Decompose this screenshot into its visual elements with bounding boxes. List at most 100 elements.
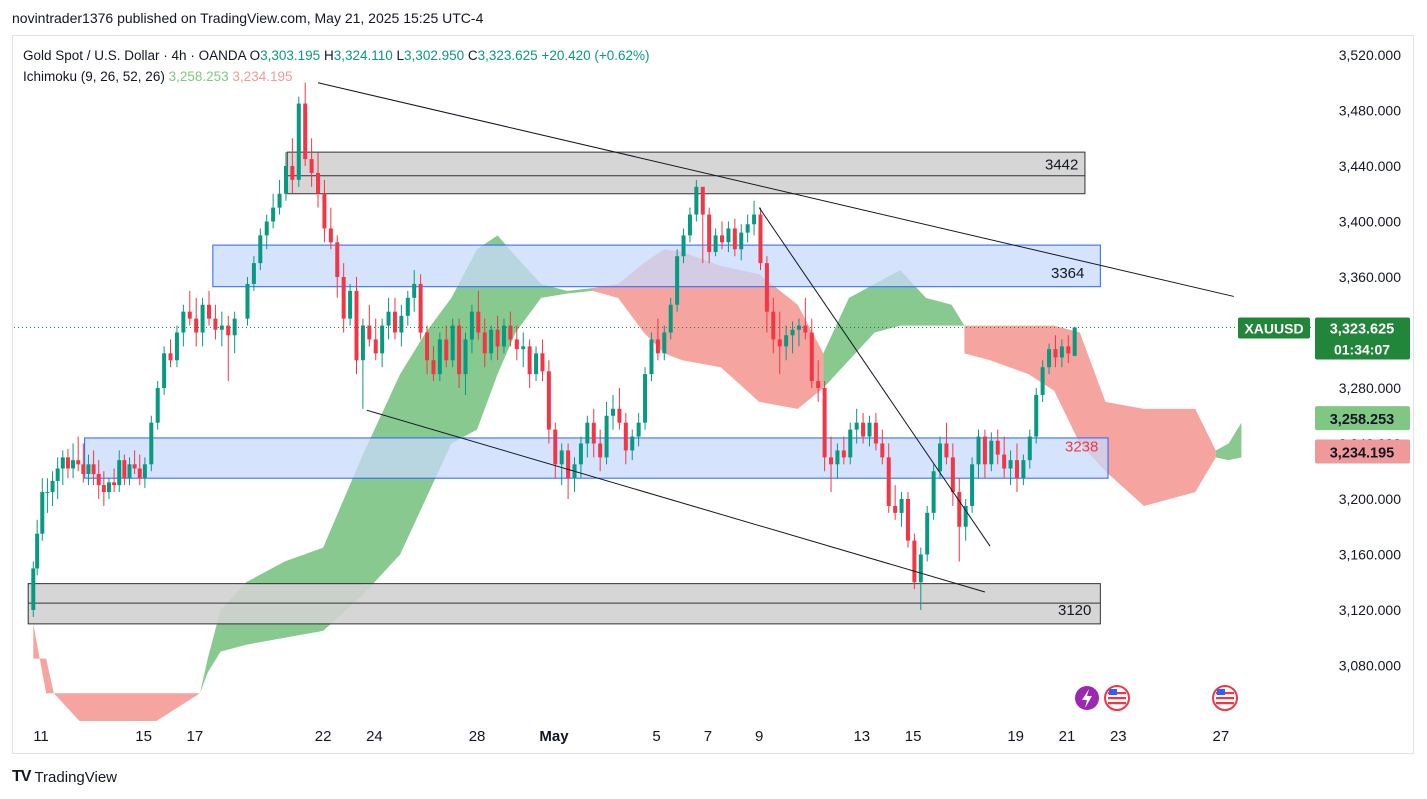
candle	[726, 221, 731, 253]
candle-body	[162, 353, 167, 388]
candle-body	[1047, 349, 1052, 368]
candle-body	[1008, 460, 1013, 469]
candle	[835, 443, 840, 479]
candle	[65, 449, 70, 479]
candle	[687, 207, 692, 243]
candle	[938, 436, 943, 479]
candle	[60, 450, 65, 486]
candle	[694, 179, 699, 222]
x-tick-label: 23	[1110, 728, 1127, 745]
zone-label-3120: 3120	[1058, 602, 1091, 619]
high-value: 3,324.110	[333, 48, 393, 63]
candle	[226, 315, 231, 382]
x-tick-label: 15	[135, 728, 152, 745]
candle-body	[559, 450, 564, 465]
candle-body	[101, 485, 106, 493]
indicator-row: Ichimoku (9, 26, 52, 26) 3,258.253 3,234…	[23, 66, 650, 87]
candle	[893, 485, 898, 520]
candle-body	[457, 325, 462, 375]
candle	[168, 339, 173, 368]
candle	[354, 277, 359, 375]
candle	[617, 388, 622, 430]
candle-body	[662, 332, 667, 354]
candle	[45, 478, 50, 513]
symbol-title[interactable]: Gold Spot / U.S. Dollar · 4h · OANDA	[23, 48, 246, 63]
candle-body	[681, 235, 686, 257]
candle	[931, 464, 936, 520]
candle	[187, 290, 192, 326]
candle	[546, 360, 551, 444]
indicator-title[interactable]: Ichimoku (9, 26, 52, 26)	[23, 69, 165, 84]
candle-body	[45, 492, 50, 494]
candle-body	[207, 304, 212, 319]
candle-body	[86, 464, 91, 475]
zone-3364	[212, 244, 1101, 288]
candle-body	[873, 422, 878, 444]
high-label: H	[323, 48, 334, 63]
us-flag-icon[interactable]	[1104, 685, 1130, 711]
candle	[559, 443, 564, 486]
lightning-icon[interactable]	[1075, 686, 1099, 710]
x-tick-label: 27	[1213, 728, 1230, 745]
tradingview-brand[interactable]: TV TradingView	[12, 768, 117, 786]
candle-body	[316, 172, 321, 194]
candle-body	[258, 235, 263, 264]
candle-body	[700, 186, 705, 215]
candle-body	[604, 415, 609, 458]
x-tick-label: 22	[315, 728, 332, 745]
x-tick-label: 5	[652, 728, 660, 745]
y-tick-label: 3,440.000	[1339, 158, 1401, 174]
candle	[200, 297, 205, 347]
candle-body	[283, 166, 288, 194]
candle	[1014, 443, 1019, 493]
candle-body	[970, 464, 975, 506]
candle-body	[867, 422, 872, 437]
candle	[745, 214, 750, 243]
candle-body	[380, 325, 385, 354]
candle	[149, 415, 154, 472]
candle-body	[1040, 367, 1045, 395]
candle	[1072, 326, 1077, 357]
candle-body	[117, 460, 122, 486]
candle	[566, 443, 571, 499]
candle-body	[745, 224, 750, 233]
candle-body	[187, 311, 192, 319]
zone-3120	[27, 583, 1101, 625]
candle-body	[841, 450, 846, 458]
candle-body	[912, 540, 917, 583]
candle	[662, 325, 667, 361]
candle	[1047, 343, 1052, 375]
candle	[700, 186, 705, 264]
candle-body	[553, 429, 558, 465]
candle-body	[816, 381, 821, 388]
open-value: 3,303.195	[260, 48, 321, 63]
candle	[508, 311, 513, 347]
candle	[610, 394, 615, 430]
candle	[463, 332, 468, 395]
candle	[489, 325, 494, 361]
candle-body	[803, 325, 808, 333]
candle	[982, 429, 987, 479]
candle	[732, 218, 737, 257]
candle-body	[469, 311, 474, 340]
candle	[444, 325, 449, 368]
candle	[604, 401, 609, 465]
candle-body	[322, 193, 327, 229]
candle	[81, 443, 86, 483]
y-tick-label: 3,520.000	[1339, 47, 1401, 63]
candle	[553, 422, 558, 479]
candle	[142, 457, 147, 488]
candle	[431, 346, 436, 382]
candle	[373, 318, 378, 361]
candle	[258, 228, 263, 271]
candle-body	[149, 422, 154, 465]
candle-body	[546, 371, 551, 430]
us-flag-icon[interactable]	[1212, 685, 1238, 711]
candle-body	[463, 339, 468, 375]
candle	[207, 290, 212, 326]
candle-body	[720, 235, 725, 243]
candle	[867, 415, 872, 447]
candle-body	[771, 311, 776, 340]
candle-body	[938, 443, 943, 472]
